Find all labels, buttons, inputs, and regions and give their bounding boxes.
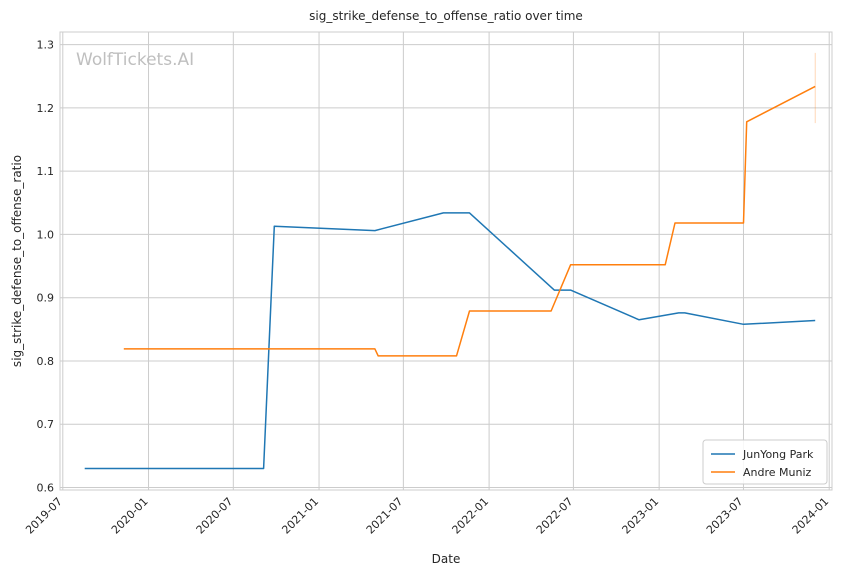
y-axis: 0.6 0.7 0.8 0.9 1.0 1.1 1.2 1.3 [37, 39, 55, 495]
x-axis-label: Date [432, 552, 461, 566]
series-layer [84, 52, 816, 470]
legend-box [702, 439, 828, 485]
y-axis-label: sig_strike_defense_to_offense_ratio [10, 155, 24, 367]
series-line-0 [84, 212, 816, 470]
y-tick-label: 1.2 [37, 102, 55, 115]
y-tick-label: 0.7 [37, 418, 55, 431]
y-tick-label: 1.3 [37, 39, 55, 52]
y-tick-label: 0.6 [37, 481, 55, 494]
grid [60, 32, 832, 490]
legend-label-1: Andre Muniz [743, 466, 812, 479]
y-tick-label: 0.8 [37, 355, 55, 368]
y-tick-label: 1.1 [37, 165, 55, 178]
series-line-1 [123, 85, 816, 357]
plot-area [59, 31, 833, 491]
y-tick-label: 0.9 [37, 292, 55, 305]
watermark: WolfTickets.AI [76, 50, 194, 70]
chart-title: sig_strike_defense_to_offense_ratio over… [309, 9, 583, 23]
legend-label-0: JunYong Park [742, 448, 814, 461]
legend: JunYong Park Andre Muniz [702, 439, 828, 485]
y-tick-label: 1.0 [37, 228, 55, 241]
